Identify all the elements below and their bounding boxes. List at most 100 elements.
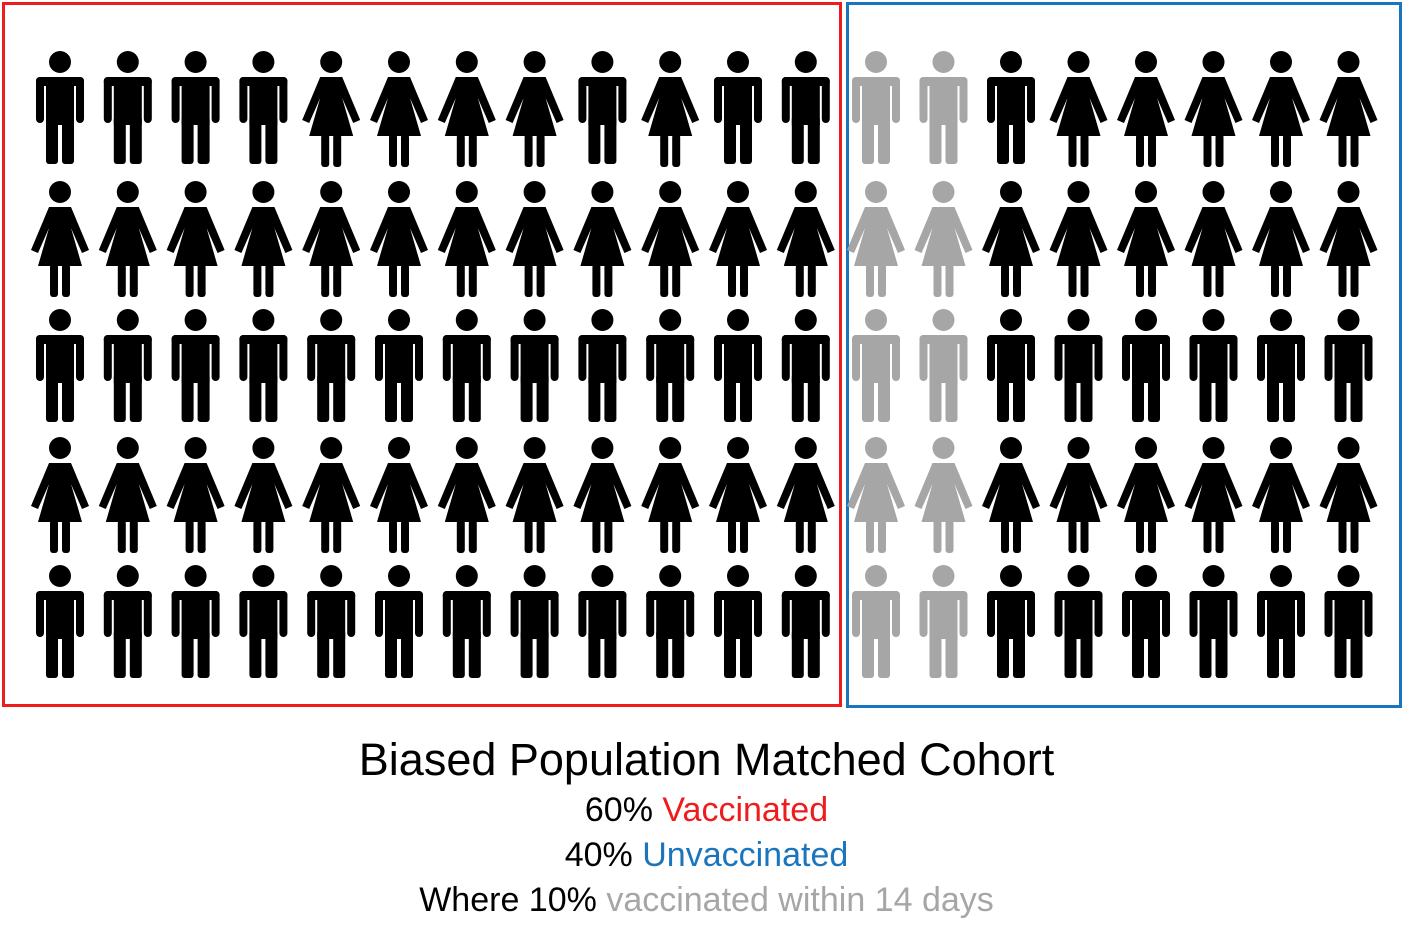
vaccinated-person-male-icon — [36, 309, 84, 422]
vaccinated-person-female-icon — [505, 181, 564, 297]
unvaccinated-person-female-icon — [1184, 51, 1243, 167]
vaccinated-person-male-icon — [171, 309, 220, 422]
vaccinated-person-male-icon — [103, 309, 152, 422]
vaccinated-person-female-icon — [709, 181, 767, 297]
unvaccinated-group-frame — [846, 2, 1402, 708]
unvaccinated-person-female-icon — [1252, 181, 1310, 297]
unvaccinated-person-male-icon — [1189, 309, 1238, 422]
vaccinated-person-female-icon — [709, 437, 767, 553]
vaccinated-person-male-icon — [307, 309, 356, 422]
vaccinated-person-male-icon — [239, 565, 288, 678]
vaccinated-person-female-icon — [641, 51, 700, 167]
vaccinated-person-female-icon — [641, 437, 700, 553]
vaccinated-person-male-icon — [171, 565, 220, 678]
vaccinated-person-male-icon — [442, 565, 491, 678]
recently-vaccinated-person-female-icon — [847, 181, 905, 297]
unvaccinated-person-female-icon — [1184, 437, 1243, 553]
unvaccinated-share-line: 40% Unvaccinated — [0, 835, 1413, 875]
vaccinated-person-female-icon — [31, 181, 89, 297]
unvaccinated-person-male-icon — [987, 309, 1035, 422]
recently-vaccinated-person-male-icon — [852, 51, 900, 164]
recently-vaccinated-person-male-icon — [852, 565, 900, 678]
vaccinated-person-female-icon — [370, 181, 428, 297]
vaccinated-label: Vaccinated — [662, 791, 829, 829]
vaccinated-person-female-icon — [98, 437, 157, 553]
vaccinated-person-male-icon — [510, 565, 559, 678]
unvaccinated-person-female-icon — [1319, 437, 1378, 553]
unvaccinated-share-value: 40% — [564, 836, 633, 874]
vaccinated-person-female-icon — [641, 181, 700, 297]
vaccinated-person-male-icon — [171, 51, 220, 164]
vaccinated-person-male-icon — [510, 309, 559, 422]
vaccinated-person-male-icon — [103, 565, 152, 678]
unvaccinated-person-female-icon — [1049, 51, 1108, 167]
recently-vaccinated-person-male-icon — [852, 309, 900, 422]
unvaccinated-person-male-icon — [1257, 309, 1305, 422]
recent-vaccination-line: Where 10% vaccinated within 14 days — [0, 880, 1413, 920]
vaccinated-person-female-icon — [573, 181, 632, 297]
unvaccinated-person-male-icon — [1257, 565, 1305, 678]
vaccinated-person-female-icon — [505, 437, 564, 553]
unvaccinated-person-male-icon — [1122, 565, 1170, 678]
vaccinated-person-male-icon — [442, 309, 491, 422]
unvaccinated-person-female-icon — [1319, 181, 1378, 297]
unvaccinated-person-female-icon — [982, 437, 1040, 553]
vaccinated-person-female-icon — [505, 51, 564, 167]
recently-vaccinated-person-female-icon — [914, 437, 973, 553]
vaccinated-person-female-icon — [302, 181, 361, 297]
recently-vaccinated-person-female-icon — [847, 437, 905, 553]
recently-vaccinated-person-male-icon — [919, 309, 968, 422]
vaccinated-person-female-icon — [776, 181, 835, 297]
vaccinated-person-female-icon — [31, 437, 89, 553]
vaccinated-person-male-icon — [714, 51, 762, 164]
vaccinated-share-value: 60% — [584, 791, 653, 829]
vaccinated-person-male-icon — [239, 51, 288, 164]
unvaccinated-person-female-icon — [1049, 181, 1108, 297]
population-figures — [31, 51, 1378, 678]
vaccinated-person-male-icon — [36, 51, 84, 164]
vaccinated-person-male-icon — [578, 51, 627, 164]
vaccinated-person-male-icon — [578, 565, 627, 678]
vaccinated-person-male-icon — [646, 565, 695, 678]
vaccinated-person-female-icon — [573, 437, 632, 553]
vaccinated-person-male-icon — [714, 309, 762, 422]
unvaccinated-person-female-icon — [1117, 51, 1175, 167]
vaccinated-person-female-icon — [437, 437, 496, 553]
unvaccinated-person-male-icon — [1324, 565, 1373, 678]
unvaccinated-person-male-icon — [1054, 565, 1103, 678]
unvaccinated-person-female-icon — [1184, 181, 1243, 297]
vaccinated-person-male-icon — [103, 51, 152, 164]
vaccinated-person-female-icon — [166, 181, 225, 297]
vaccinated-person-female-icon — [302, 437, 361, 553]
unvaccinated-person-female-icon — [1319, 51, 1378, 167]
unvaccinated-person-male-icon — [1324, 309, 1373, 422]
vaccinated-person-female-icon — [776, 437, 835, 553]
vaccinated-person-male-icon — [239, 309, 288, 422]
unvaccinated-person-female-icon — [982, 181, 1040, 297]
unvaccinated-person-male-icon — [987, 565, 1035, 678]
recently-vaccinated-person-male-icon — [919, 51, 968, 164]
vaccinated-person-female-icon — [234, 437, 293, 553]
vaccinated-person-male-icon — [781, 565, 830, 678]
vaccinated-person-female-icon — [370, 51, 428, 167]
recently-vaccinated-person-male-icon — [919, 565, 968, 678]
vaccinated-person-male-icon — [714, 565, 762, 678]
diagram-title: Biased Population Matched Cohort — [358, 734, 1055, 785]
vaccinated-share-line: 60% Vaccinated — [0, 790, 1413, 830]
recent-vaccination-prefix: Where 10% — [419, 881, 597, 919]
vaccinated-person-female-icon — [437, 51, 496, 167]
vaccinated-person-male-icon — [646, 309, 695, 422]
unvaccinated-person-female-icon — [1117, 181, 1175, 297]
vaccinated-group-frame — [2, 2, 842, 707]
unvaccinated-person-male-icon — [1122, 309, 1170, 422]
unvaccinated-person-female-icon — [1049, 437, 1108, 553]
vaccinated-person-female-icon — [98, 181, 157, 297]
unvaccinated-person-male-icon — [1054, 309, 1103, 422]
vaccinated-person-female-icon — [166, 437, 225, 553]
vaccinated-person-male-icon — [375, 565, 423, 678]
vaccinated-person-male-icon — [578, 309, 627, 422]
vaccinated-person-male-icon — [307, 565, 356, 678]
unvaccinated-person-female-icon — [1252, 51, 1310, 167]
vaccinated-person-female-icon — [234, 181, 293, 297]
vaccinated-person-male-icon — [375, 309, 423, 422]
